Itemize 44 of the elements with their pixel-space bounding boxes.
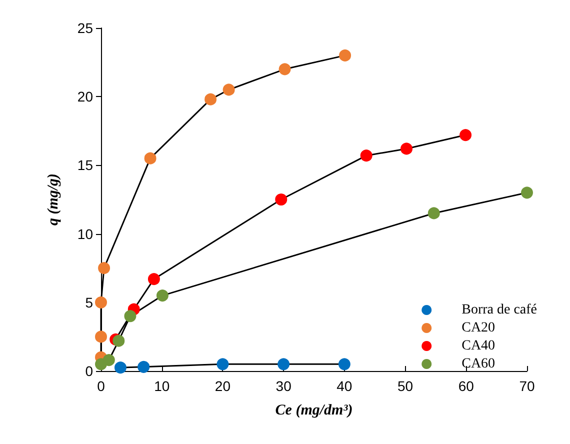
point bbox=[428, 207, 440, 220]
x-tick-label: 20 bbox=[214, 378, 231, 394]
point bbox=[144, 152, 156, 164]
point bbox=[521, 186, 533, 199]
point bbox=[338, 358, 350, 370]
y-tick-label: 15 bbox=[77, 157, 94, 174]
point bbox=[400, 142, 413, 155]
point bbox=[278, 358, 290, 370]
x-tick-label: 30 bbox=[276, 378, 292, 394]
legend-label: CA40 bbox=[462, 338, 496, 354]
point bbox=[222, 84, 235, 96]
point bbox=[95, 296, 107, 308]
point bbox=[360, 150, 372, 162]
legend-label: CA20 bbox=[462, 320, 496, 336]
point bbox=[204, 93, 217, 106]
y-tick-label: 20 bbox=[77, 88, 94, 105]
x-tick-label: 70 bbox=[519, 378, 535, 394]
point bbox=[156, 290, 168, 302]
y-axis-title: q (mg/g) bbox=[46, 173, 62, 226]
x-axis-title: Ce (mg/dm³) bbox=[275, 402, 353, 418]
x-tick-label: 40 bbox=[336, 378, 352, 394]
point bbox=[124, 310, 136, 322]
x-tick-label: 60 bbox=[458, 378, 474, 394]
point bbox=[98, 262, 110, 274]
x-tick-label: 0 bbox=[97, 378, 106, 394]
legend-label: CA60 bbox=[462, 356, 496, 372]
point bbox=[102, 354, 115, 366]
point bbox=[112, 334, 125, 347]
point bbox=[138, 360, 150, 373]
point bbox=[278, 63, 291, 76]
x-tick-label: 50 bbox=[397, 378, 414, 394]
y-tick-label: 0 bbox=[85, 363, 94, 379]
point bbox=[339, 49, 352, 62]
point bbox=[148, 273, 160, 286]
y-tick-label: 25 bbox=[77, 20, 94, 36]
y-tick-label: 10 bbox=[77, 226, 94, 242]
point bbox=[216, 358, 229, 370]
y-tick-label: 5 bbox=[85, 294, 94, 310]
point bbox=[460, 129, 472, 142]
point bbox=[275, 194, 288, 206]
point bbox=[114, 362, 126, 374]
legend-label: Borra de café bbox=[462, 302, 538, 318]
x-tick-label: 10 bbox=[154, 378, 170, 394]
point bbox=[95, 330, 107, 343]
